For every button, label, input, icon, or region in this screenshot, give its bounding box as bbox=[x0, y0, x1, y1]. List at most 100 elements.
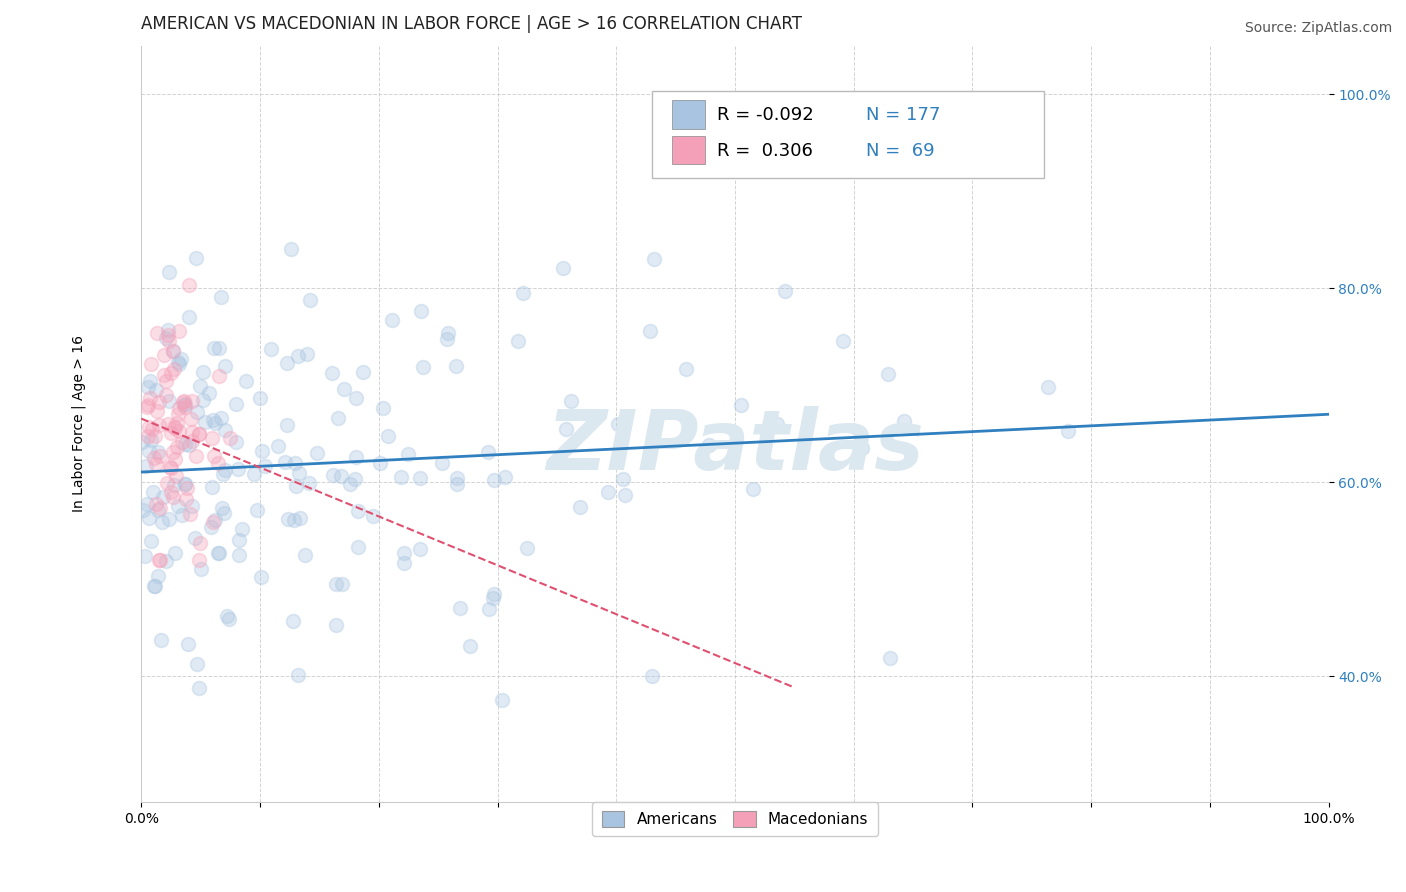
Point bbox=[146, 326, 169, 340]
Point bbox=[551, 260, 574, 275]
Point bbox=[204, 513, 226, 527]
Point bbox=[173, 393, 195, 408]
Point bbox=[214, 423, 236, 437]
Point bbox=[165, 469, 187, 483]
Point bbox=[325, 617, 347, 632]
Point bbox=[143, 451, 166, 466]
Point bbox=[381, 313, 404, 327]
Point bbox=[153, 348, 176, 362]
Point bbox=[145, 497, 167, 511]
Point bbox=[209, 411, 232, 425]
Point bbox=[156, 475, 179, 490]
Point bbox=[148, 417, 170, 432]
Point bbox=[143, 579, 166, 593]
Point bbox=[555, 422, 578, 436]
Point bbox=[294, 548, 316, 562]
Point bbox=[131, 435, 153, 450]
Point bbox=[482, 473, 505, 487]
Point bbox=[560, 394, 582, 409]
Point bbox=[186, 405, 208, 419]
Point bbox=[893, 414, 915, 428]
Point bbox=[174, 476, 197, 491]
Point bbox=[194, 415, 217, 429]
Point bbox=[373, 401, 395, 415]
FancyBboxPatch shape bbox=[672, 136, 706, 164]
Point bbox=[186, 251, 208, 265]
Point bbox=[249, 570, 271, 584]
Point bbox=[290, 510, 312, 524]
Point bbox=[246, 503, 269, 517]
Point bbox=[156, 323, 179, 337]
Point bbox=[170, 351, 193, 366]
Point bbox=[1038, 380, 1060, 394]
Point bbox=[173, 398, 195, 412]
Point bbox=[214, 359, 236, 373]
Point bbox=[134, 549, 156, 563]
Text: N =  69: N = 69 bbox=[866, 142, 934, 160]
Point bbox=[321, 366, 343, 380]
Point bbox=[180, 425, 202, 439]
Point bbox=[389, 470, 412, 484]
Point bbox=[163, 419, 186, 434]
Point bbox=[159, 460, 181, 475]
Point bbox=[135, 497, 157, 511]
Point bbox=[773, 284, 796, 298]
Point bbox=[330, 577, 353, 591]
Point bbox=[157, 512, 180, 526]
Point bbox=[478, 602, 501, 616]
Point bbox=[675, 361, 697, 376]
Point bbox=[377, 429, 399, 443]
Point bbox=[188, 378, 211, 392]
Point bbox=[167, 407, 190, 421]
Point bbox=[162, 344, 184, 359]
Point bbox=[135, 458, 157, 473]
Point bbox=[177, 437, 200, 451]
Point bbox=[225, 434, 247, 449]
Point bbox=[831, 334, 853, 348]
Point bbox=[188, 681, 211, 695]
Point bbox=[160, 426, 183, 441]
Point bbox=[157, 265, 180, 279]
Point bbox=[209, 290, 232, 304]
Point bbox=[284, 479, 307, 493]
Point bbox=[207, 456, 229, 470]
Point bbox=[148, 502, 170, 516]
Point bbox=[641, 669, 664, 683]
Point bbox=[180, 412, 202, 426]
Point bbox=[508, 334, 530, 348]
Point bbox=[325, 577, 347, 591]
Point bbox=[276, 356, 298, 370]
Point bbox=[193, 393, 215, 408]
Point bbox=[284, 457, 307, 471]
Point bbox=[295, 347, 318, 361]
Point bbox=[446, 471, 468, 485]
Point bbox=[136, 429, 159, 443]
Point bbox=[149, 501, 172, 516]
Y-axis label: In Labor Force | Age > 16: In Labor Force | Age > 16 bbox=[72, 335, 86, 513]
Point bbox=[879, 650, 901, 665]
Point bbox=[392, 556, 415, 570]
Point bbox=[299, 293, 322, 307]
FancyBboxPatch shape bbox=[672, 100, 706, 128]
Point bbox=[174, 491, 197, 506]
Point bbox=[446, 477, 468, 491]
Point bbox=[143, 429, 166, 443]
Point bbox=[141, 433, 163, 447]
Point bbox=[188, 535, 211, 549]
Point bbox=[138, 443, 160, 458]
Point bbox=[174, 477, 197, 491]
Point bbox=[155, 331, 177, 345]
Point bbox=[347, 540, 370, 554]
Point bbox=[174, 437, 197, 451]
Point bbox=[188, 553, 211, 567]
Point bbox=[208, 341, 231, 355]
Point bbox=[287, 349, 309, 363]
Point bbox=[157, 393, 180, 408]
Point bbox=[396, 447, 419, 461]
Point bbox=[274, 455, 297, 469]
Point bbox=[458, 640, 481, 654]
Point bbox=[235, 374, 257, 388]
Point bbox=[260, 342, 283, 356]
Point bbox=[150, 632, 173, 647]
Point bbox=[436, 331, 458, 345]
